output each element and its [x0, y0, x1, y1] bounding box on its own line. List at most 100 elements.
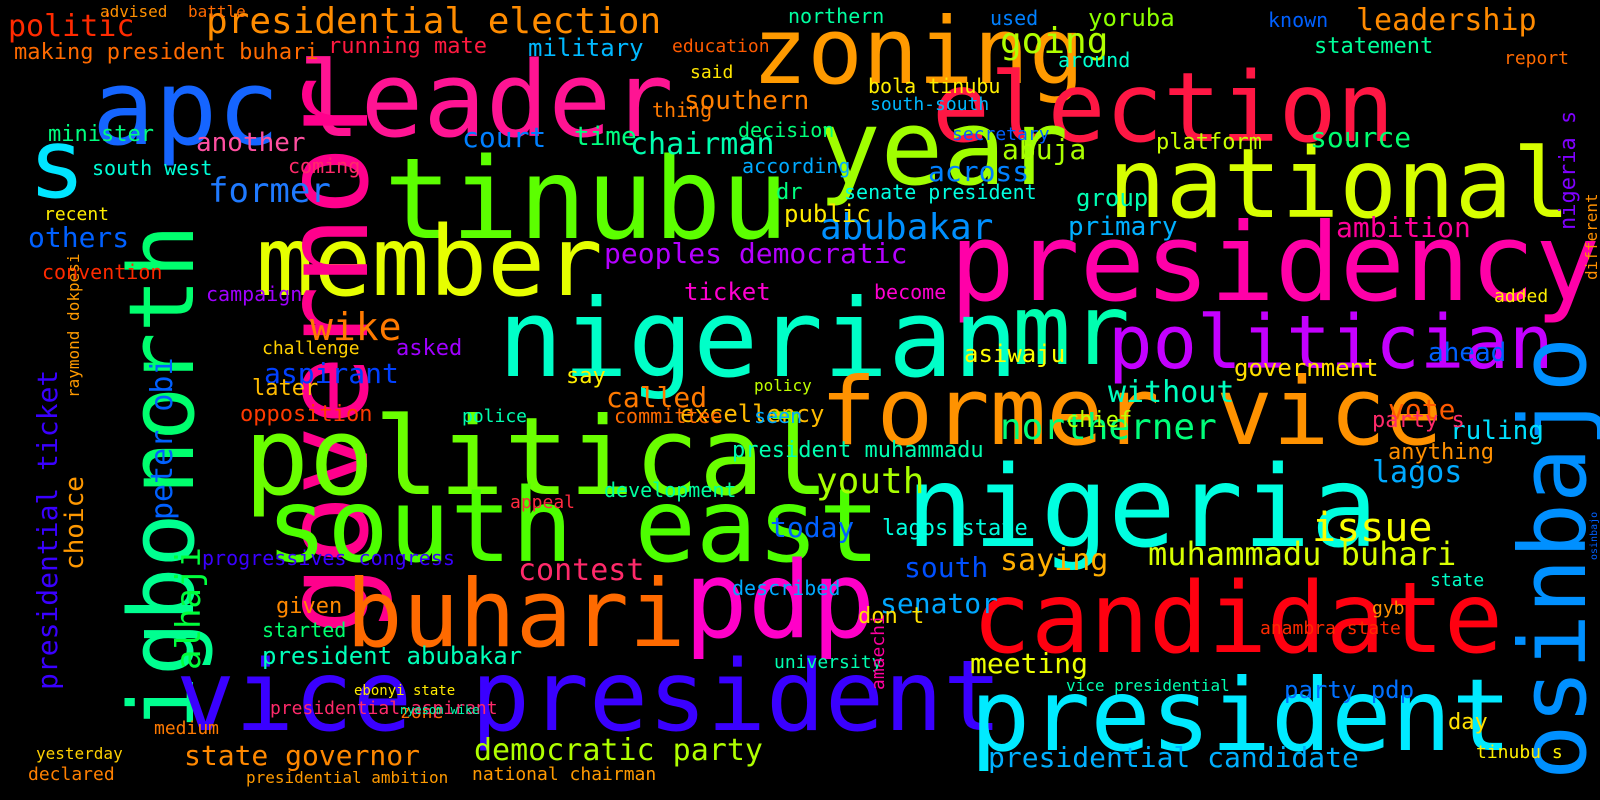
cloud-word: opposition: [240, 402, 373, 427]
cloud-word: raymond dokpesi: [64, 253, 83, 399]
cloud-word: party s: [1372, 408, 1465, 433]
cloud-word: primary: [1068, 212, 1178, 242]
cloud-word: minister: [48, 122, 154, 147]
cloud-word: leader: [298, 39, 674, 161]
cloud-word: muhammadu buhari: [1148, 535, 1457, 573]
cloud-word: nigeria s: [1556, 110, 1581, 230]
cloud-word: state governor: [184, 739, 421, 772]
cloud-word: tinubu s: [1476, 742, 1563, 763]
cloud-word: across: [928, 155, 1030, 188]
cloud-word: group: [1076, 184, 1149, 212]
cloud-word: state: [1430, 570, 1485, 591]
cloud-word: ruling: [1450, 416, 1544, 446]
cloud-word: yoruba: [1088, 4, 1175, 32]
cloud-word: gyb: [1372, 598, 1405, 619]
cloud-word: former: [208, 171, 331, 211]
cloud-word: progressives congress: [202, 546, 455, 570]
cloud-word: presidential aspirant: [270, 698, 498, 719]
cloud-word: source: [1310, 121, 1412, 154]
cloud-word: advised: [100, 2, 168, 21]
cloud-word: osinbajo: [1589, 511, 1600, 560]
cloud-word: president abubakar: [262, 642, 523, 670]
cloud-word: choice: [60, 476, 90, 570]
cloud-word: lagos state: [882, 516, 1028, 541]
cloud-word: added: [1494, 286, 1549, 307]
cloud-word: zone: [400, 702, 444, 723]
cloud-word: development: [604, 478, 737, 502]
cloud-word: vice presidential: [1066, 676, 1230, 695]
cloud-word: police: [462, 406, 528, 427]
cloud-word: committee: [614, 404, 723, 428]
cloud-word: s: [28, 108, 86, 220]
cloud-word: battle: [188, 2, 246, 21]
cloud-word: candidate: [972, 562, 1504, 676]
cloud-word: party pdp: [1284, 676, 1415, 704]
cloud-word: don t: [858, 604, 925, 629]
cloud-word: chairman: [630, 127, 775, 162]
cloud-word: given: [276, 594, 343, 619]
cloud-word: described: [732, 576, 841, 600]
cloud-word: south-south: [870, 94, 990, 115]
cloud-word: become: [874, 280, 947, 304]
cloud-word: lagos: [1372, 455, 1463, 490]
cloud-word: vice president: [176, 640, 1003, 754]
cloud-word: dr: [776, 180, 803, 205]
cloud-word: public: [784, 200, 871, 228]
cloud-word: time: [574, 122, 637, 152]
cloud-word: without: [1108, 375, 1235, 410]
cloud-word: nyesom wike: [400, 703, 480, 717]
cloud-word: according: [742, 154, 851, 178]
cloud-word: challenge: [262, 338, 360, 359]
cloud-word: southern: [684, 86, 810, 116]
cloud-word: day: [1448, 710, 1488, 735]
cloud-word: issue: [1312, 505, 1433, 551]
cloud-word: politic: [8, 9, 135, 44]
cloud-word: going: [1000, 21, 1109, 62]
cloud-word: seen: [754, 404, 803, 428]
cloud-word: northerner: [1000, 407, 1217, 448]
cloud-word: president: [970, 657, 1512, 774]
cloud-word: statement: [1314, 34, 1434, 59]
cloud-word: anambra state: [1260, 618, 1401, 639]
cloud-word: coming: [288, 154, 361, 178]
cloud-word: senate president: [844, 180, 1037, 204]
cloud-word: decision: [738, 118, 835, 142]
cloud-word: apc: [92, 47, 280, 169]
cloud-word: convention: [42, 260, 163, 284]
cloud-word: national chairman: [472, 764, 657, 785]
cloud-word: used: [990, 6, 1039, 30]
cloud-word: political: [244, 395, 830, 520]
cloud-word: secretary: [952, 124, 1050, 145]
cloud-word: around: [1058, 48, 1131, 72]
cloud-word: leadership: [1356, 3, 1537, 38]
cloud-word: wike: [310, 305, 402, 349]
cloud-word: said: [690, 62, 734, 83]
cloud-word: northern: [788, 4, 885, 28]
cloud-word: presidency: [949, 201, 1600, 326]
cloud-word: asiwaju: [964, 340, 1066, 368]
cloud-word: excellency: [680, 400, 825, 428]
cloud-word: peoples democratic: [604, 237, 908, 270]
cloud-word: court: [462, 121, 547, 154]
cloud-word: say: [566, 364, 606, 389]
cloud-word: presidential election: [206, 1, 662, 42]
cloud-word: report: [1504, 48, 1570, 69]
cloud-word: politician: [1108, 300, 1554, 386]
cloud-word: abuja: [1002, 133, 1087, 166]
cloud-word: medium: [154, 718, 220, 739]
cloud-word: later: [252, 376, 319, 401]
cloud-word: amaechi: [868, 614, 889, 690]
cloud-word: today: [770, 511, 855, 544]
cloud-word: education: [672, 36, 770, 57]
cloud-word: south west: [92, 156, 213, 180]
cloud-word: nigerian: [498, 277, 1019, 402]
cloud-word: abubakar: [820, 207, 994, 248]
cloud-word: presidential candidate: [988, 741, 1359, 774]
cloud-word: south east: [266, 467, 881, 586]
cloud-word: senator: [880, 587, 999, 620]
cloud-word: another: [196, 128, 306, 158]
cloud-word: recent: [44, 204, 110, 225]
cloud-word: others: [28, 221, 130, 254]
cloud-word: asked: [396, 336, 463, 361]
cloud-word: military: [528, 34, 644, 62]
